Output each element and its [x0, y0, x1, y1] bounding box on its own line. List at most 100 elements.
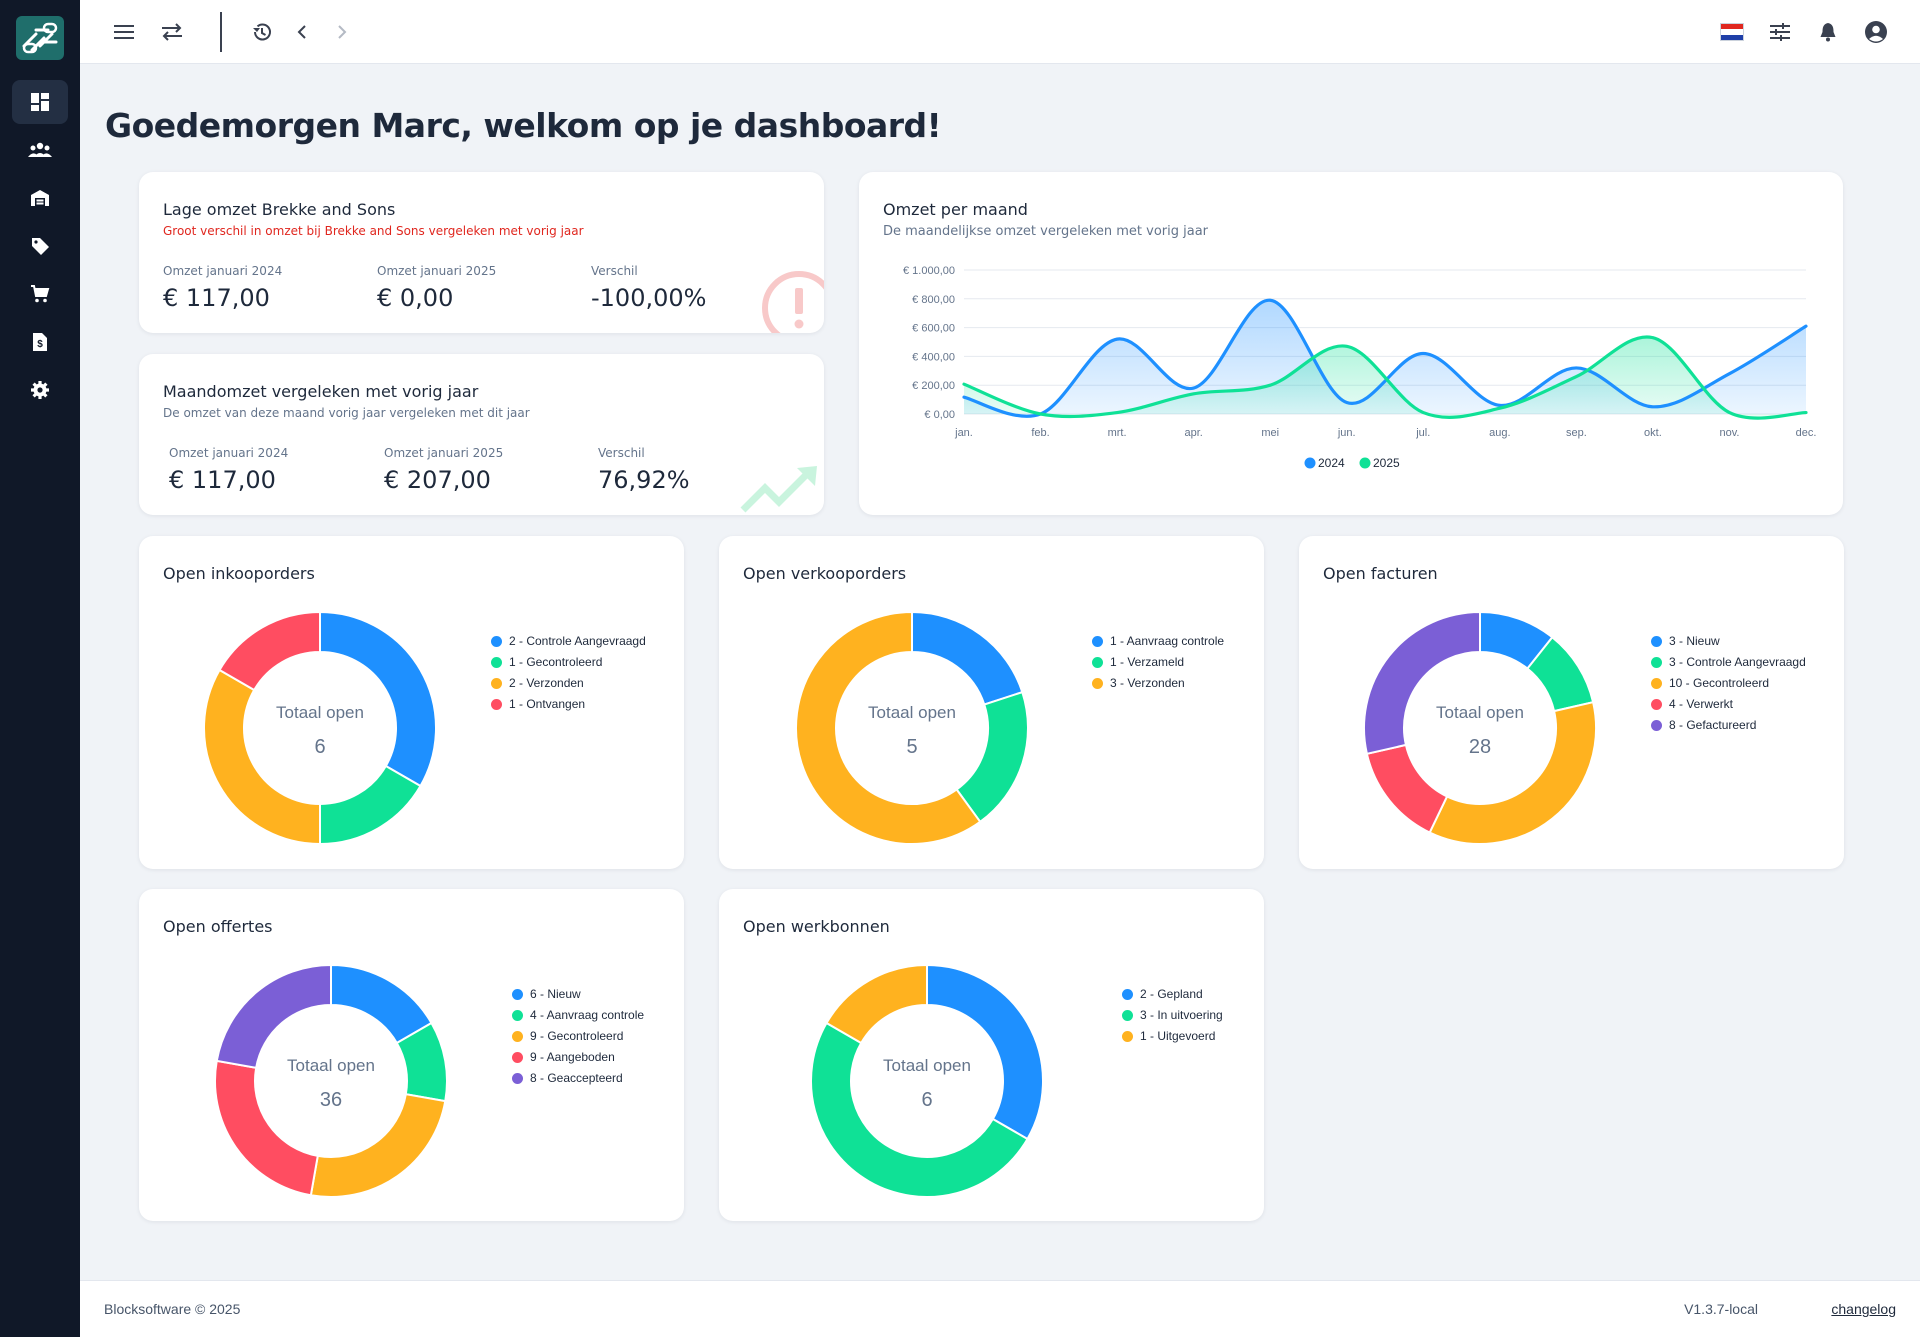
stat-value: € 117,00: [169, 466, 276, 494]
donut-center-label: Totaal open: [868, 703, 956, 722]
legend-item[interactable]: 1 - Uitgevoerd: [1122, 1029, 1215, 1043]
sidebar-item-dashboard[interactable]: [12, 80, 68, 124]
sidebar-item-relations[interactable]: [12, 128, 68, 172]
x-tick-label: apr.: [1184, 427, 1202, 439]
legend-item[interactable]: 8 - Geaccepteerd: [512, 1071, 623, 1085]
sidebar-item-orders[interactable]: [12, 272, 68, 316]
legend-item[interactable]: 3 - Controle Aangevraagd: [1651, 655, 1806, 669]
legend-item[interactable]: 1 - Verzameld: [1092, 655, 1184, 669]
legend-item[interactable]: 2 - Controle Aangevraagd: [491, 634, 646, 648]
donut-slice[interactable]: [218, 610, 321, 692]
donut-slice[interactable]: [319, 764, 422, 846]
forward-icon[interactable]: [326, 16, 358, 48]
donut-center-label: Totaal open: [1436, 703, 1524, 722]
legend-marker: [512, 1051, 523, 1063]
y-tick-label: € 1.000,00: [903, 265, 955, 277]
legend-item[interactable]: 10 - Gecontroleerd: [1651, 676, 1769, 690]
revenue-line-chart: € 0,00 € 200,00 € 400,00 € 600,00 € 800,00 € …: [903, 265, 1817, 470]
legend-marker: [1122, 988, 1133, 1000]
menu-icon[interactable]: [108, 16, 140, 48]
donut-slice[interactable]: [215, 963, 332, 1069]
stat-value: -100,00%: [591, 284, 707, 312]
swap-icon[interactable]: [156, 16, 188, 48]
donut-slice[interactable]: [1428, 700, 1597, 845]
stat-value: € 117,00: [163, 284, 270, 312]
x-tick-label: jul.: [1415, 427, 1430, 439]
legend-label: 2025: [1373, 456, 1400, 470]
legend-item[interactable]: 1 - Aanvraag controle: [1092, 634, 1224, 648]
series-line-2024: [962, 298, 1808, 418]
history-icon[interactable]: [246, 16, 278, 48]
back-icon[interactable]: [286, 16, 318, 48]
stat-label: Omzet januari 2024: [163, 264, 283, 278]
stat-label: Omzet januari 2024: [169, 446, 289, 460]
account-icon[interactable]: [1860, 16, 1892, 48]
donut-slice[interactable]: [911, 610, 1024, 706]
open-work-orders-card: Open werkbonnen Totaal open 6 2 - Gepland 3…: [719, 889, 1264, 1221]
donut-slice[interactable]: [1363, 610, 1481, 756]
legend-marker: [1651, 656, 1662, 668]
donut-slice[interactable]: [926, 963, 1044, 1141]
legend-item[interactable]: 3 - In uitvoering: [1122, 1008, 1223, 1022]
legend-marker: [1122, 1030, 1133, 1042]
flag-nl-icon[interactable]: [1716, 16, 1748, 48]
donut-slice[interactable]: [825, 963, 928, 1045]
legend-item[interactable]: 3 - Verzonden: [1092, 676, 1185, 690]
donut-slice[interactable]: [214, 1059, 319, 1197]
donut-chart: [1363, 610, 1597, 845]
legend-item[interactable]: 1 - Ontvangen: [491, 697, 585, 711]
legend-item[interactable]: 4 - Verwerkt: [1651, 697, 1733, 711]
footer-copyright: Blocksoftware © 2025: [104, 1301, 241, 1317]
legend-item[interactable]: 2 - Verzonden: [491, 676, 584, 690]
legend-label: 8 - Gefactureerd: [1669, 718, 1757, 732]
sidebar-item-invoices[interactable]: $: [12, 320, 68, 364]
sidebar-item-warehouse[interactable]: [12, 176, 68, 220]
month-compare-card: Maandomzet vergeleken met vorig jaar De …: [139, 354, 824, 515]
legend-marker: [1651, 635, 1662, 647]
card-subtitle: De omzet van deze maand vorig jaar verge…: [163, 406, 530, 420]
legend-item[interactable]: 3 - Nieuw: [1651, 634, 1720, 648]
donut-chart: [214, 963, 448, 1198]
legend-label: 3 - Verzonden: [1110, 676, 1185, 690]
donut-center-value: 5: [906, 736, 918, 758]
legend-item[interactable]: 4 - Aanvraag controle: [512, 1008, 644, 1022]
sidebar-item-products[interactable]: [12, 224, 68, 268]
legend-item[interactable]: 1 - Gecontroleerd: [491, 655, 602, 669]
page-title: Goedemorgen Marc, welkom op je dashboard…: [105, 106, 942, 145]
card-title: Omzet per maand: [883, 200, 1028, 219]
legend-item[interactable]: 2 - Gepland: [1122, 987, 1203, 1001]
donut-slice[interactable]: [319, 610, 437, 788]
topbar: [80, 0, 1920, 64]
donut-slice[interactable]: [203, 668, 321, 846]
donut-chart: [795, 610, 1029, 845]
legend-label: 2024: [1318, 456, 1345, 470]
legend-item[interactable]: 9 - Aangeboden: [512, 1050, 615, 1064]
donut-center-value: 36: [319, 1089, 343, 1111]
sidebar-item-settings[interactable]: [12, 368, 68, 412]
logo-icon[interactable]: [16, 16, 64, 60]
changelog-link[interactable]: changelog: [1831, 1301, 1896, 1317]
card-title: Maandomzet vergeleken met vorig jaar: [163, 382, 479, 401]
legend-item[interactable]: 8 - Gefactureerd: [1651, 718, 1756, 732]
y-tick-label: € 800,00: [912, 294, 955, 306]
revenue-chart-card: Omzet per maand De maandelijkse omzet ve…: [859, 172, 1843, 515]
legend-marker: [1651, 677, 1662, 689]
trending-up-icon: [739, 464, 824, 515]
stat-value: € 207,00: [384, 466, 491, 494]
donut-center-value: 6: [314, 736, 326, 758]
gear-icon: [30, 380, 50, 400]
x-tick-label: dec.: [1796, 427, 1817, 439]
card-title: Open facturen: [1323, 564, 1438, 583]
legend-marker: [1651, 719, 1662, 731]
legend-item[interactable]: 9 - Gecontroleerd: [512, 1029, 623, 1043]
legend-label: 4 - Aanvraag controle: [530, 1008, 645, 1022]
donut-slice[interactable]: [795, 610, 982, 845]
people-icon: [28, 140, 52, 160]
bell-icon[interactable]: [1812, 16, 1844, 48]
legend-item[interactable]: 6 - Nieuw: [512, 987, 581, 1001]
tune-icon[interactable]: [1764, 16, 1796, 48]
footer-version: V1.3.7-local: [1684, 1301, 1758, 1317]
donut-slice[interactable]: [810, 1021, 1029, 1198]
alert-watermark-icon: [759, 268, 824, 333]
legend-label: 3 - Controle Aangevraagd: [1669, 655, 1806, 669]
